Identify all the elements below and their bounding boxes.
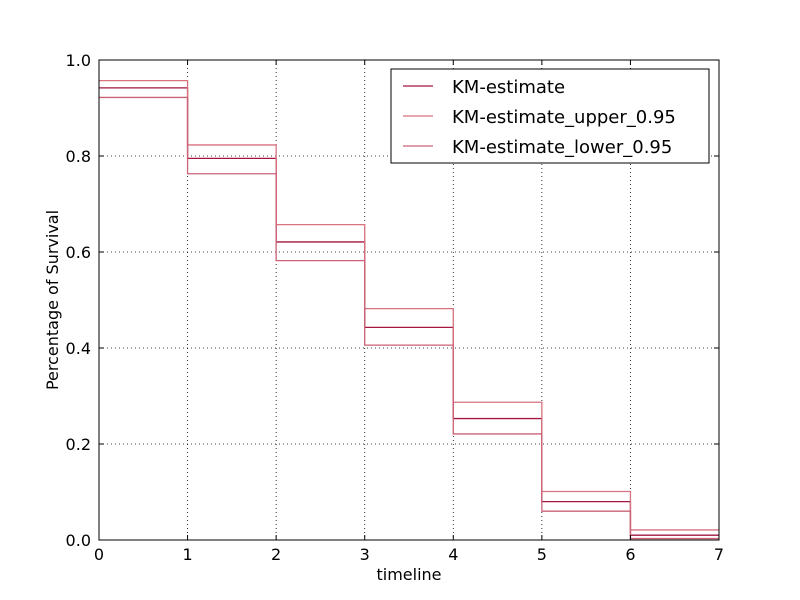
x-tick-label: 2 (271, 545, 281, 564)
ticks (98, 59, 720, 541)
x-axis-label: timeline (376, 565, 441, 584)
plot-frame (98, 59, 720, 541)
y-axis-label: Percentage of Survival (43, 210, 62, 390)
x-tick-label: 0 (94, 545, 104, 564)
series-layer (99, 79, 719, 540)
x-tick-label: 7 (714, 545, 724, 564)
legend-label-0: KM-estimate (452, 77, 565, 98)
x-tick-label: 5 (537, 545, 547, 564)
y-tick-label: 0.8 (66, 147, 91, 166)
legend-label-2: KM-estimate_lower_0.95 (452, 137, 672, 158)
x-tick-label: 4 (448, 545, 458, 564)
tick-labels: 0 1 2 3 4 5 6 7 0.0 0.2 0.4 0.6 0.8 1.0 (66, 51, 725, 564)
y-tick-label: 0.6 (66, 243, 91, 262)
y-tick-label: 0.0 (66, 531, 91, 550)
series-line-2 (99, 96, 719, 540)
x-tick-label: 1 (182, 545, 192, 564)
y-tick-label: 0.4 (66, 339, 91, 358)
legend-box (390, 68, 710, 164)
series-line-1 (99, 79, 719, 531)
y-tick-label: 1.0 (66, 51, 91, 70)
series-line-0 (99, 87, 719, 536)
legend: KM-estimate KM-estimate_upper_0.95 KM-esti… (390, 68, 710, 164)
x-tick-label: 3 (360, 545, 370, 564)
legend-label-1: KM-estimate_upper_0.95 (452, 107, 676, 128)
x-tick-label: 6 (625, 545, 635, 564)
y-tick-label: 0.2 (66, 435, 91, 454)
